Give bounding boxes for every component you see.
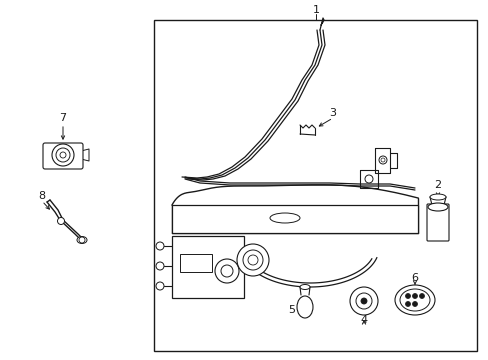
Text: 8: 8 bbox=[39, 191, 45, 201]
Ellipse shape bbox=[269, 213, 299, 223]
Text: 6: 6 bbox=[411, 273, 418, 283]
FancyBboxPatch shape bbox=[426, 204, 448, 241]
Ellipse shape bbox=[299, 284, 309, 289]
Circle shape bbox=[412, 302, 417, 306]
Circle shape bbox=[419, 293, 424, 298]
Ellipse shape bbox=[77, 237, 87, 243]
Bar bbox=[154, 20, 476, 351]
Circle shape bbox=[349, 287, 377, 315]
Text: 2: 2 bbox=[433, 180, 441, 190]
Bar bbox=[172, 236, 244, 298]
FancyBboxPatch shape bbox=[43, 143, 83, 169]
Bar bbox=[172, 205, 417, 233]
Ellipse shape bbox=[394, 285, 434, 315]
Ellipse shape bbox=[429, 194, 445, 200]
Text: 1: 1 bbox=[312, 5, 319, 15]
Text: 3: 3 bbox=[329, 108, 336, 118]
Circle shape bbox=[360, 298, 366, 304]
Circle shape bbox=[237, 244, 268, 276]
Circle shape bbox=[412, 293, 417, 298]
Circle shape bbox=[58, 217, 64, 225]
Bar bbox=[180, 254, 212, 272]
Circle shape bbox=[405, 302, 409, 306]
Text: 7: 7 bbox=[60, 113, 66, 123]
Ellipse shape bbox=[427, 203, 447, 211]
Circle shape bbox=[405, 293, 409, 298]
Text: 5: 5 bbox=[288, 305, 295, 315]
Ellipse shape bbox=[296, 296, 312, 318]
Circle shape bbox=[52, 144, 74, 166]
Text: 4: 4 bbox=[360, 315, 367, 325]
